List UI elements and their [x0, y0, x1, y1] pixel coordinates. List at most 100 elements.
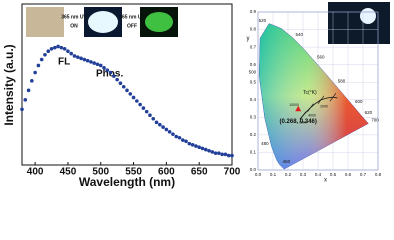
data-point — [98, 63, 103, 68]
data-point — [46, 49, 51, 54]
y-tick-label: 0.7 — [250, 44, 257, 49]
x-tick-label: 0.6 — [345, 172, 352, 177]
data-point — [197, 145, 201, 150]
data-point — [164, 127, 169, 132]
data-point — [20, 107, 24, 112]
photo-glow — [145, 12, 173, 32]
data-point — [148, 113, 152, 118]
data-point — [75, 55, 80, 59]
data-point — [180, 138, 185, 142]
data-point — [223, 152, 228, 157]
data-point — [144, 109, 149, 114]
data-point — [158, 122, 162, 127]
data-point — [138, 102, 142, 107]
data-point — [108, 70, 113, 75]
data-point — [89, 60, 93, 64]
data-point — [190, 143, 195, 147]
y-tick-label: 0.9 — [250, 9, 257, 14]
wavelength-label: 460 — [283, 159, 291, 164]
wavelength-label: 580 — [338, 79, 346, 84]
data-point — [213, 151, 218, 155]
y-tick-label: 0.8 — [250, 27, 257, 32]
data-point — [115, 77, 119, 82]
data-point — [174, 134, 179, 139]
cct-label: 2000 — [320, 105, 328, 109]
x-tick-label: 0.0 — [255, 172, 262, 177]
y-tick-label: 0.0 — [250, 167, 257, 172]
wavelength-label: 600 — [355, 99, 363, 104]
y-tick-label: 0.3 — [250, 115, 257, 120]
x-tick-label: 600 — [158, 167, 175, 178]
point-label: (0.268, 0.346) — [280, 119, 317, 125]
data-point — [141, 106, 146, 110]
data-point — [66, 49, 70, 54]
x-tick-label: 0.7 — [360, 172, 367, 177]
data-point — [43, 52, 47, 57]
x-tick-label: 0.3 — [300, 172, 307, 177]
x-tick-label: 400 — [27, 167, 44, 178]
cct-title: Tc(°K) — [303, 90, 317, 96]
data-point — [177, 135, 182, 140]
cie-chart: 0.0 0.1 0.2 0.3 0.4 0.5 0.6 0.7 0.8 0.0 0.1 0.2 0.3 0… — [247, 9, 382, 183]
wavelength-label: 500 — [249, 70, 257, 75]
data-point — [194, 144, 198, 148]
data-point — [59, 45, 64, 50]
annotation: Phos. — [96, 69, 123, 80]
x-axis-title: x — [324, 178, 327, 184]
x-tick-label: 0.4 — [315, 172, 322, 177]
data-point — [79, 56, 83, 61]
data-point — [167, 130, 172, 134]
isotherm — [307, 103, 314, 112]
data-point — [217, 151, 221, 155]
data-point — [203, 147, 208, 152]
data-point — [230, 153, 234, 158]
data-point — [131, 95, 136, 100]
x-tick-label: 0.5 — [330, 172, 337, 177]
x-tick-label: 500 — [92, 167, 109, 178]
wavelength-label: 620 — [365, 110, 373, 115]
wavelength-label: 480 — [261, 141, 269, 146]
data-point — [72, 54, 77, 58]
data-point — [23, 98, 28, 102]
data-point — [226, 153, 231, 158]
wavelength-label: 520 — [259, 18, 267, 23]
isotherm — [299, 111, 307, 120]
wavelength-label: 540 — [296, 32, 304, 37]
y-tick-label: 0.6 — [250, 62, 257, 67]
data-point — [92, 61, 96, 65]
photo-glow — [360, 8, 376, 24]
cct-label: 4000 — [308, 113, 316, 117]
annotation: ON — [70, 23, 78, 29]
figure: 365 nm UV ON 365 nm UV OFF FL Phos. Wave… — [2, 2, 390, 189]
data-point — [161, 125, 165, 129]
y-tick-label: 0.2 — [250, 132, 257, 137]
data-point — [105, 68, 110, 72]
x-axis-title: Wavelength (nm) — [79, 175, 175, 189]
x-tick-label: 650 — [191, 167, 208, 178]
isotherm — [329, 92, 337, 102]
plot-frame — [21, 3, 233, 166]
y-tick-label: 0.4 — [250, 97, 257, 102]
photo-glow — [88, 11, 118, 33]
data-point — [49, 47, 54, 51]
data-point — [154, 120, 159, 125]
data-point — [118, 81, 123, 86]
data-point — [62, 47, 67, 51]
annotation: FL — [58, 57, 70, 68]
data-point — [210, 150, 215, 154]
x-tick-label: 0.2 — [285, 172, 292, 177]
y-axis-title: Intensity (a.u.) — [2, 44, 16, 125]
data-point — [53, 45, 57, 50]
annotation: OFF — [127, 23, 137, 29]
x-tick-label: 550 — [125, 167, 142, 178]
y-tick-label: 0.1 — [250, 150, 257, 155]
data-point — [128, 92, 133, 96]
data-point — [95, 62, 100, 67]
annotation: 365 nm UV — [119, 14, 145, 20]
data-point — [207, 148, 211, 153]
data-point — [184, 139, 188, 144]
data-point — [26, 88, 31, 93]
data-point — [121, 84, 126, 89]
y-axis-title: y — [247, 36, 250, 42]
data-point — [151, 116, 156, 121]
